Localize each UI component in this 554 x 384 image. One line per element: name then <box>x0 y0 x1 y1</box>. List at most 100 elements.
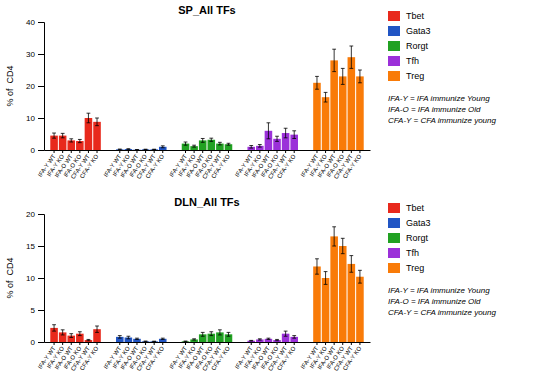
legend-label: Tfh <box>406 248 419 258</box>
y-tick-label: 5 <box>31 306 36 315</box>
error-bar <box>144 341 148 342</box>
x-tick: CFA-Y KO <box>276 150 297 180</box>
x-tick-group: IFA-Y WTIFA-Y KOIFA-O WTIFA-O KOCFA-Y WT… <box>168 150 231 180</box>
x-tick-mark <box>211 150 212 153</box>
legend-label: Treg <box>406 71 424 81</box>
y-axis: 010203040 <box>26 18 44 155</box>
error-bar <box>249 340 253 342</box>
legend-label: Tfh <box>406 56 419 66</box>
x-tick-mark <box>228 150 229 153</box>
x-tick-mark <box>79 342 80 345</box>
error-bar <box>227 332 231 336</box>
bar <box>348 264 356 342</box>
x-tick: CFA-Y KO <box>210 342 231 372</box>
x-tick-mark <box>325 150 326 153</box>
bar <box>133 339 141 342</box>
error-bar <box>69 334 73 338</box>
error-bar <box>275 339 279 340</box>
error-bar <box>184 142 188 145</box>
error-bar <box>201 332 205 336</box>
legend-label: Tbet <box>406 203 425 213</box>
x-tick-mark <box>316 150 317 153</box>
error-bar <box>341 68 345 84</box>
error-bar <box>144 149 148 150</box>
x-tick-mark <box>162 342 163 345</box>
y-tick-mark <box>38 278 44 279</box>
x-tick-label: CFA-Y KO <box>276 345 297 372</box>
error-bar <box>118 336 122 339</box>
bar <box>356 277 364 342</box>
x-tick-mark <box>219 342 220 345</box>
error-bar <box>267 123 271 139</box>
y-tick-label: 10 <box>26 114 35 123</box>
x-tick: CFA-Y KO <box>276 342 297 372</box>
annotation-line: IFA-O = IFA immunize Old <box>388 105 481 114</box>
y-axis-title: % of CD4 <box>5 257 15 298</box>
bars <box>50 227 363 342</box>
error-bar <box>135 338 139 339</box>
x-tick-mark <box>88 342 89 345</box>
legend-label: Treg <box>406 263 424 273</box>
bar <box>356 76 364 150</box>
legend-swatch <box>388 248 400 258</box>
x-tick-group: IFA-Y WTIFA-Y KOIFA-O WTIFA-O KOCFA-Y WT… <box>300 342 363 372</box>
error-bar <box>284 331 288 336</box>
error-bar <box>324 272 328 285</box>
bar <box>330 236 338 342</box>
y-tick: 40 <box>26 18 44 27</box>
x-tick: CFA-Y KO <box>144 150 165 180</box>
x-tick-mark <box>211 342 212 345</box>
y-tick-label: 15 <box>26 242 35 251</box>
error-bar <box>152 341 156 342</box>
x-tick: CFA-Y KO <box>79 342 100 372</box>
x-tick-group: IFA-Y WTIFA-Y KOIFA-O WTIFA-O KOCFA-Y WT… <box>234 150 297 180</box>
x-tick-mark <box>251 150 252 153</box>
y-tick: 0 <box>31 146 44 155</box>
y-tick: 10 <box>26 114 44 123</box>
bar <box>339 246 347 342</box>
bar <box>322 278 330 342</box>
error-bar <box>95 118 99 126</box>
error-bar <box>284 128 288 138</box>
x-axis <box>45 150 371 151</box>
legend-swatch <box>388 233 400 243</box>
y-tick: 15 <box>26 242 44 251</box>
error-bar <box>118 149 122 150</box>
error-bar <box>258 145 262 148</box>
x-tick-label: CFA-Y KO <box>79 345 100 372</box>
y-tick-mark <box>38 246 44 247</box>
annotation-line: CFA-Y = CFA immunize young <box>388 116 497 125</box>
legend-swatch <box>388 218 400 228</box>
x-tick-mark <box>259 342 260 345</box>
x-tick-group: IFA-Y WTIFA-Y KOIFA-O WTIFA-O KOCFA-Y WT… <box>103 342 166 372</box>
y-tick-label: 40 <box>26 18 35 27</box>
y-axis-title: % of CD4 <box>5 65 15 106</box>
x-tick-mark <box>154 150 155 153</box>
bars <box>50 46 363 150</box>
x-tick-mark <box>251 342 252 345</box>
x-tick-mark <box>202 342 203 345</box>
legend: TbetGata3RorgtTfhTreg <box>388 203 431 273</box>
y-tick-mark <box>38 22 44 23</box>
x-tick-group: IFA-Y WTIFA-Y KOIFA-O WTIFA-O KOCFA-Y WT… <box>234 342 297 372</box>
y-axis-line <box>38 23 45 151</box>
legend-swatch <box>388 263 400 273</box>
bar <box>330 60 338 150</box>
error-bar <box>358 70 362 83</box>
x-tick-label: CFA-Y KO <box>342 153 363 180</box>
annotation-line: IFA-Y = IFA immunize Young <box>388 94 490 103</box>
x-tick-mark <box>194 342 195 345</box>
x-tick-label: CFA-Y KO <box>342 345 363 372</box>
x-tick-mark <box>62 150 63 153</box>
annotation: IFA-Y = IFA immunize YoungIFA-O = IFA im… <box>388 286 497 317</box>
x-tick-mark <box>334 150 335 153</box>
x-tick-mark <box>136 342 137 345</box>
bar <box>190 339 198 342</box>
x-tick-mark <box>294 150 295 153</box>
error-bar <box>332 49 336 71</box>
x-tick-mark <box>268 342 269 345</box>
x-tick-mark <box>128 150 129 153</box>
bar <box>348 57 356 150</box>
x-tick-mark <box>202 150 203 153</box>
error-bar <box>218 330 222 335</box>
